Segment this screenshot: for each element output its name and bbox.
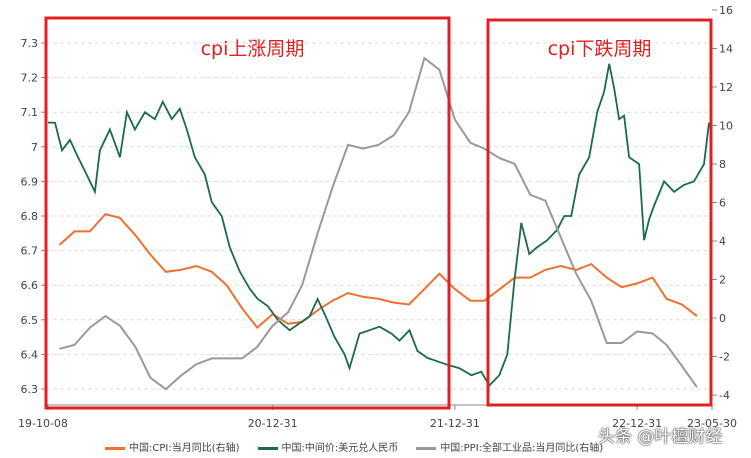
annotation-label: cpi下跌周期 [548,38,652,60]
annotation-box [486,18,713,407]
legend-label: 中国:PPI:全部工业品:当月同比(右轴) [440,443,604,454]
legend-swatch [105,446,125,450]
y-left-tick-label: 7.1 [21,106,39,119]
x-tick-label: 21-12-31 [430,417,480,430]
legend-label: 中国:中间价:美元兑人民币 [281,443,399,454]
legend-label: 中国:CPI:当月同比(右轴) [129,443,240,454]
y-right-tick-label: -2 [719,351,730,364]
x-tick-label: 23-05-30 [687,417,737,430]
y-right-tick-label: -4 [719,389,730,402]
legend-item-usdcny: 中国:中间价:美元兑人民币 [257,439,399,454]
y-right-tick-label: 2 [719,274,726,287]
y-left-tick-label: 6.4 [21,348,39,361]
legend: 中国:CPI:当月同比(右轴) 中国:中间价:美元兑人民币 中国:PPI:全部工… [105,439,603,454]
legend-item-ppi: 中国:PPI:全部工业品:当月同比(右轴) [416,439,603,454]
series-line-usdcny [48,63,710,387]
annotation-box [44,16,451,410]
y-left-tick-label: 7 [31,141,38,154]
y-right-tick-label: 4 [719,235,726,248]
y-right-tick-label: 8 [719,158,726,171]
y-left-tick-label: 6.3 [21,383,39,396]
y-left-tick-label: 6.6 [21,279,39,292]
y-left-tick-label: 7.2 [21,72,39,85]
series-line-cpi [58,212,698,330]
y-left-tick-label: 6.5 [21,314,39,327]
y-left-tick-label: 6.7 [21,245,39,258]
y-left-tick-label: 6.9 [21,175,39,188]
watermark: 头条 @叶檀财经 [598,427,723,447]
legend-swatch [257,446,278,450]
y-right-tick-label: 16 [719,4,733,17]
y-left-tick-label: 6.8 [21,210,39,223]
y-right-tick-label: 10 [719,120,733,133]
annotation-label: cpi上涨周期 [201,38,305,60]
y-right-tick-label: 6 [719,197,726,210]
legend-item-cpi: 中国:CPI:当月同比(右轴) [105,439,240,454]
y-left-tick-label: 7.3 [21,37,39,50]
x-tick-label: 20-12-31 [248,417,298,430]
series-line-ppi [59,56,698,391]
y-right-tick-label: 12 [719,81,733,94]
x-tick-label: 22-12-31 [612,417,662,430]
legend-swatch [416,446,437,450]
y-right-tick-label: 14 [719,43,733,56]
y-right-tick-label: 0 [719,312,726,325]
x-tick-label: 19-10-08 [18,417,68,430]
